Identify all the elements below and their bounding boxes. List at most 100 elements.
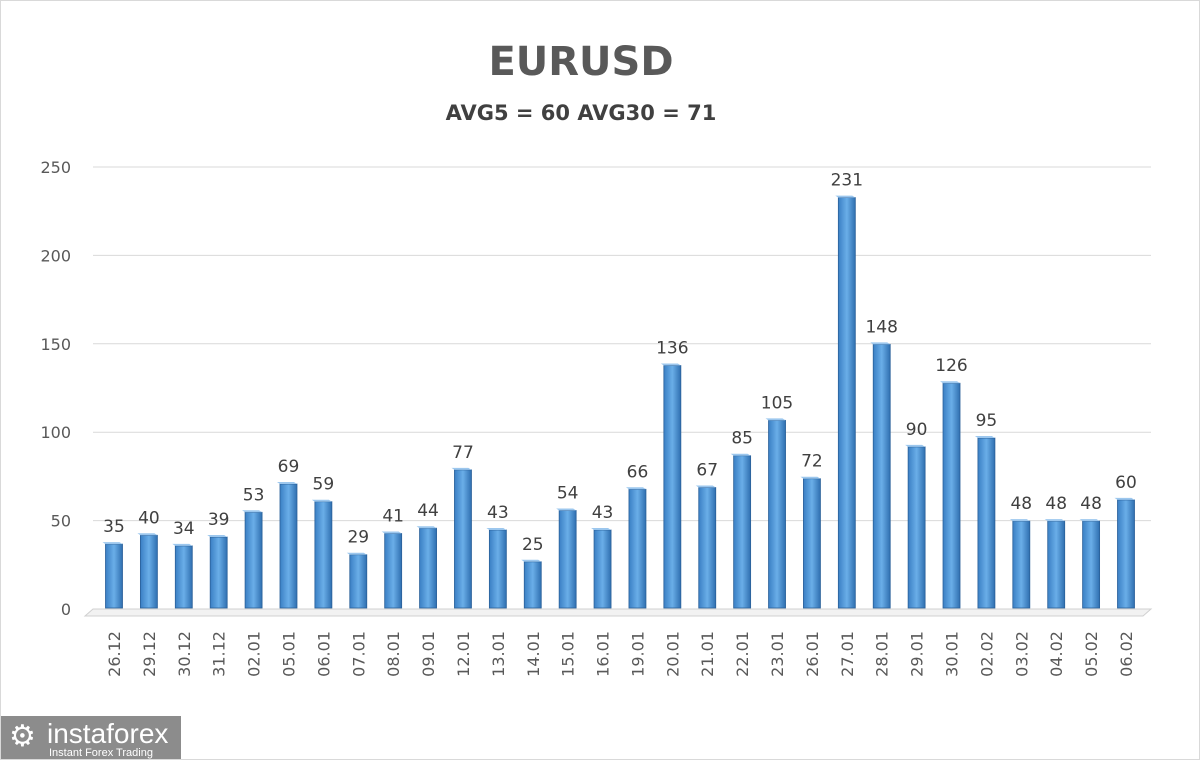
y-tick-label: 250 bbox=[40, 158, 71, 177]
bar-top bbox=[172, 543, 193, 546]
data-label: 43 bbox=[592, 503, 614, 523]
data-label: 77 bbox=[452, 443, 474, 463]
x-tick-label: 20.01 bbox=[663, 631, 682, 677]
bar-top bbox=[730, 453, 751, 456]
data-label: 25 bbox=[522, 535, 544, 555]
bar bbox=[628, 488, 647, 609]
data-label: 34 bbox=[173, 519, 195, 539]
bar-top bbox=[870, 342, 891, 345]
data-label: 48 bbox=[1080, 494, 1102, 514]
data-label: 67 bbox=[696, 461, 718, 481]
bar-top bbox=[1044, 519, 1065, 522]
bar bbox=[523, 561, 542, 609]
bar-top bbox=[451, 467, 472, 470]
bar-top bbox=[521, 559, 542, 562]
bar-top bbox=[556, 508, 577, 511]
y-tick-label: 100 bbox=[40, 423, 71, 442]
x-tick-label: 22.01 bbox=[733, 631, 752, 677]
bar bbox=[872, 343, 891, 609]
x-tick-label: 14.01 bbox=[524, 631, 543, 677]
bar bbox=[593, 529, 612, 609]
x-tick-label: 27.01 bbox=[838, 631, 857, 677]
data-label: 43 bbox=[487, 503, 509, 523]
chart-title: EURUSD bbox=[488, 39, 674, 85]
x-tick-label: 29.01 bbox=[908, 631, 927, 677]
bar bbox=[803, 478, 821, 609]
bar bbox=[279, 483, 298, 609]
x-tick-label: 21.01 bbox=[698, 631, 717, 677]
y-tick-label: 0 bbox=[61, 600, 71, 619]
bar bbox=[174, 545, 193, 609]
data-label: 85 bbox=[731, 429, 753, 449]
bar-top bbox=[311, 499, 332, 502]
instaforex-logo: ⚙ instaforex Instant Forex Trading bbox=[1, 716, 181, 759]
bar-top bbox=[242, 510, 263, 513]
x-tick-label: 08.01 bbox=[384, 631, 403, 677]
x-tick-label: 13.01 bbox=[489, 631, 508, 677]
y-tick-label: 200 bbox=[40, 246, 71, 265]
x-tick-label: 16.01 bbox=[594, 631, 613, 677]
bar-top bbox=[905, 444, 926, 447]
bar bbox=[349, 554, 368, 609]
logo-name: instaforex bbox=[47, 718, 169, 749]
data-label: 48 bbox=[1045, 494, 1067, 514]
x-tick-label: 26.01 bbox=[803, 631, 822, 677]
bar bbox=[558, 510, 577, 609]
x-tick-label: 02.02 bbox=[977, 631, 996, 677]
x-tick-label: 03.02 bbox=[1012, 631, 1031, 677]
bar-top bbox=[765, 418, 786, 421]
bar-top bbox=[835, 195, 856, 198]
x-tick-label: 23.01 bbox=[768, 631, 787, 677]
bar bbox=[105, 543, 123, 609]
logo-tagline: Instant Forex Trading bbox=[49, 747, 153, 759]
bar bbox=[1047, 520, 1066, 609]
data-label: 66 bbox=[627, 462, 649, 482]
data-label: 95 bbox=[976, 411, 998, 431]
data-label: 29 bbox=[347, 528, 369, 548]
bar bbox=[698, 487, 717, 609]
x-tick-label: 31.12 bbox=[210, 631, 229, 677]
floor bbox=[83, 608, 1153, 617]
bar bbox=[139, 534, 158, 609]
bar-top bbox=[660, 363, 681, 366]
x-tick-label: 09.01 bbox=[419, 631, 438, 677]
data-label: 59 bbox=[313, 475, 335, 495]
bar-top bbox=[486, 527, 507, 530]
x-tick-label: 26.12 bbox=[105, 631, 124, 677]
data-label: 105 bbox=[761, 393, 793, 413]
data-label: 231 bbox=[831, 171, 863, 191]
data-label: 90 bbox=[906, 420, 928, 440]
bar-top bbox=[137, 533, 158, 536]
data-label: 72 bbox=[801, 452, 823, 472]
bar bbox=[1082, 520, 1101, 609]
bar bbox=[454, 469, 472, 609]
bar bbox=[907, 446, 926, 609]
x-tick-label: 30.01 bbox=[943, 631, 962, 677]
data-label: 40 bbox=[138, 508, 160, 528]
bar-top bbox=[1079, 519, 1100, 522]
data-label: 136 bbox=[656, 339, 688, 359]
chart-subtitle: AVG5 = 60 AVG30 = 71 bbox=[445, 101, 717, 125]
x-tick-label: 28.01 bbox=[873, 631, 892, 677]
x-tick-label: 02.01 bbox=[245, 631, 264, 677]
bar-top bbox=[625, 487, 646, 490]
bar bbox=[488, 529, 507, 609]
data-label: 39 bbox=[208, 510, 230, 530]
x-tick-label: 06.02 bbox=[1117, 631, 1136, 677]
data-label: 44 bbox=[417, 501, 439, 521]
x-tick-label: 05.02 bbox=[1082, 631, 1101, 677]
x-tick-label: 15.01 bbox=[559, 631, 578, 677]
data-label: 69 bbox=[278, 457, 300, 477]
x-tick-label: 07.01 bbox=[349, 631, 368, 677]
bar bbox=[209, 536, 228, 609]
bar-top bbox=[695, 485, 716, 488]
bar-top bbox=[276, 482, 297, 485]
x-tick-label: 06.01 bbox=[314, 631, 333, 677]
data-label: 148 bbox=[865, 317, 897, 337]
bar bbox=[1012, 520, 1031, 609]
bar bbox=[733, 455, 752, 609]
bar-top bbox=[940, 381, 961, 384]
bar bbox=[384, 533, 403, 609]
bar bbox=[663, 365, 682, 609]
